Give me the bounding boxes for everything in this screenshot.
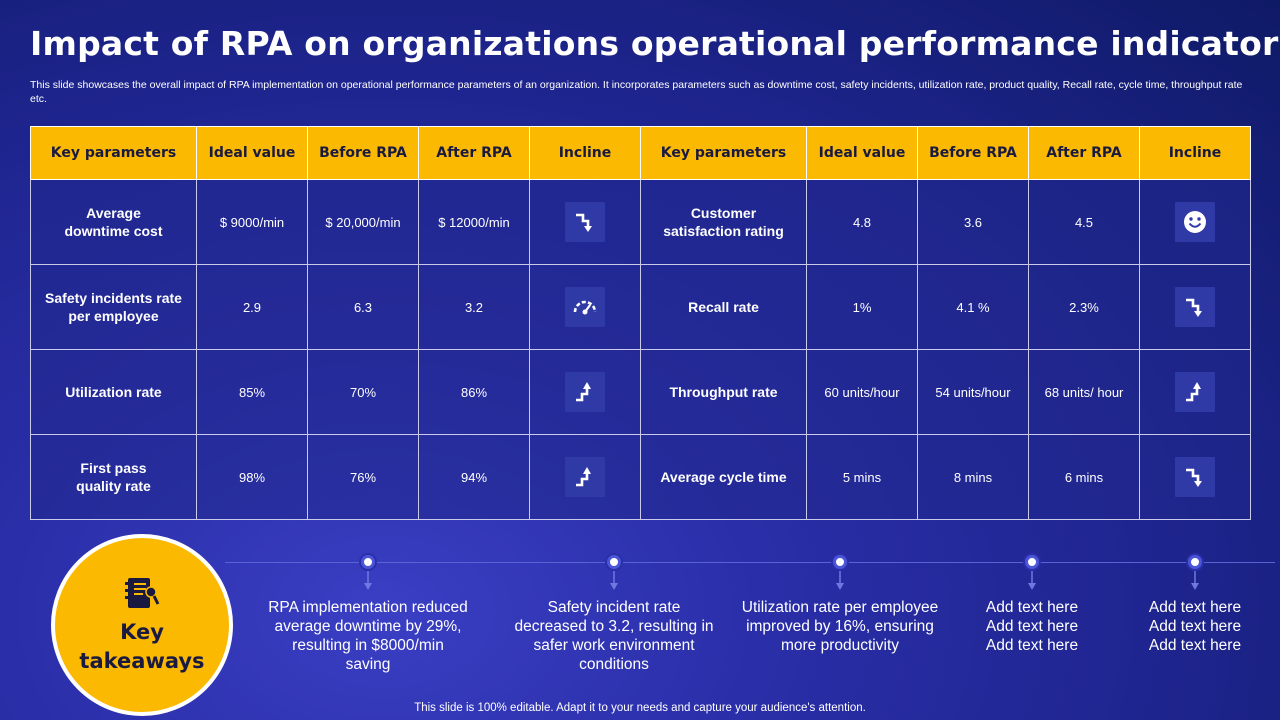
arrow-down-icon <box>1190 571 1200 591</box>
incline-cell <box>529 179 641 265</box>
trend-down-icon <box>1175 457 1215 497</box>
incline-cell <box>529 349 641 435</box>
header-after-rpa: After RPA <box>418 126 530 180</box>
incline-cell <box>529 264 641 350</box>
param-cell: Utilization rate <box>30 349 197 435</box>
param-cell: Safety incidents rate per employee <box>30 264 197 350</box>
after-rpa-cell: 6 mins <box>1028 434 1140 520</box>
header-key-parameters: Key parameters <box>30 126 197 180</box>
table-row: Safety incidents rate per employee 2.9 6.3 3… <box>30 264 1251 350</box>
key-takeaways-badge: Key takeaways <box>51 534 233 716</box>
takeaway-text: Add text here Add text here Add text here <box>985 599 1079 654</box>
trend-up-icon <box>565 372 605 412</box>
incline-cell <box>1139 264 1251 350</box>
header-incline: Incline <box>529 126 641 180</box>
header-ideal-value: Ideal value <box>196 126 308 180</box>
smiley-icon <box>1175 202 1215 242</box>
param-cell: Customer satisfaction rating <box>640 179 807 265</box>
header-key-parameters: Key parameters <box>640 126 807 180</box>
arrow-down-icon <box>609 571 619 591</box>
ideal-value-cell: 2.9 <box>196 264 308 350</box>
before-rpa-cell: 76% <box>307 434 419 520</box>
table-row: First pass quality rate 98% 76% 94% Average c… <box>30 434 1251 520</box>
before-rpa-cell: 54 units/hour <box>917 349 1029 435</box>
after-rpa-cell: 94% <box>418 434 530 520</box>
header-after-rpa: After RPA <box>1028 126 1140 180</box>
timeline-dot <box>833 555 847 569</box>
trend-down-icon <box>1175 287 1215 327</box>
arrow-down-icon <box>1027 571 1037 591</box>
trend-down-icon <box>565 202 605 242</box>
before-rpa-cell: 8 mins <box>917 434 1029 520</box>
gauge-icon <box>565 287 605 327</box>
before-rpa-cell: 6.3 <box>307 264 419 350</box>
param-cell: Throughput rate <box>640 349 807 435</box>
before-rpa-cell: 70% <box>307 349 419 435</box>
ideal-value-cell: 4.8 <box>806 179 918 265</box>
table-header-row: Key parameters Ideal value Before RPA Af… <box>30 126 1251 180</box>
timeline-line <box>225 562 1275 563</box>
timeline-dot <box>361 555 375 569</box>
kpi-table: Key parameters Ideal value Before RPA Af… <box>30 126 1251 520</box>
takeaway-text: Safety incident rate decreased to 3.2, r… <box>514 599 714 673</box>
param-cell: Average cycle time <box>640 434 807 520</box>
table-row: Utilization rate 85% 70% 86% Throughput rate… <box>30 349 1251 435</box>
after-rpa-cell: 2.3% <box>1028 264 1140 350</box>
before-rpa-cell: 3.6 <box>917 179 1029 265</box>
footer-note: This slide is 100% editable. Adapt it to… <box>414 702 866 714</box>
timeline-dot <box>1025 555 1039 569</box>
after-rpa-cell: 4.5 <box>1028 179 1140 265</box>
header-ideal-value: Ideal value <box>806 126 918 180</box>
ideal-value-cell: 98% <box>196 434 308 520</box>
trend-up-icon <box>1175 372 1215 412</box>
after-rpa-cell: 86% <box>418 349 530 435</box>
after-rpa-cell: 68 units/ hour <box>1028 349 1140 435</box>
before-rpa-cell: $ 20,000/min <box>307 179 419 265</box>
incline-cell <box>1139 434 1251 520</box>
page-subtitle: This slide showcases the overall impact … <box>30 79 1243 105</box>
before-rpa-cell: 4.1 % <box>917 264 1029 350</box>
header-incline: Incline <box>1139 126 1251 180</box>
after-rpa-cell: 3.2 <box>418 264 530 350</box>
trend-up-icon <box>565 457 605 497</box>
key-takeaways-title-line1: Key <box>120 620 164 644</box>
param-cell: First pass quality rate <box>30 434 197 520</box>
arrow-down-icon <box>363 571 373 591</box>
arrow-down-icon <box>835 571 845 591</box>
incline-cell <box>1139 349 1251 435</box>
param-cell: Recall rate <box>640 264 807 350</box>
param-cell: Average downtime cost <box>30 179 197 265</box>
takeaway-text: Add text here Add text here Add text here <box>1148 599 1242 654</box>
takeaway-text: RPA implementation reduced average downt… <box>268 599 468 673</box>
header-before-rpa: Before RPA <box>917 126 1029 180</box>
table-row: Average downtime cost $ 9000/min $ 20,000/m… <box>30 179 1251 265</box>
header-before-rpa: Before RPA <box>307 126 419 180</box>
ideal-value-cell: 5 mins <box>806 434 918 520</box>
notebook-icon <box>125 578 160 608</box>
after-rpa-cell: $ 12000/min <box>418 179 530 265</box>
page-title: Impact of RPA on organizations operation… <box>30 24 1280 63</box>
ideal-value-cell: 1% <box>806 264 918 350</box>
ideal-value-cell: $ 9000/min <box>196 179 308 265</box>
ideal-value-cell: 85% <box>196 349 308 435</box>
incline-cell <box>1139 179 1251 265</box>
ideal-value-cell: 60 units/hour <box>806 349 918 435</box>
incline-cell <box>529 434 641 520</box>
timeline-dot <box>607 555 621 569</box>
timeline-dot <box>1188 555 1202 569</box>
takeaway-text: Utilization rate per employee improved b… <box>741 599 939 654</box>
key-takeaways-title-line2: takeaways <box>79 649 205 673</box>
